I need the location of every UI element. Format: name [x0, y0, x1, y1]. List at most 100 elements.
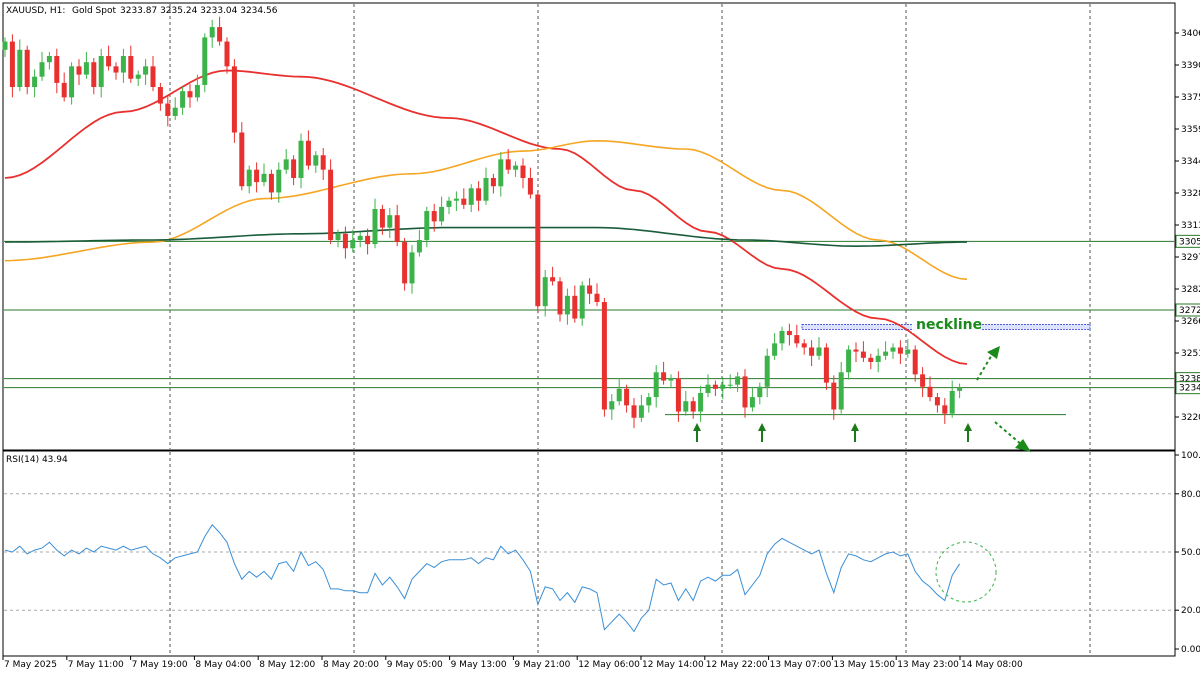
rsi-panel-frame	[2, 450, 1176, 657]
bear-candle	[24, 49, 30, 88]
price-tick-label: 3390.65	[1181, 61, 1200, 71]
candles	[2, 16, 963, 429]
bear-candle	[268, 173, 274, 193]
bear-candle	[54, 56, 60, 83]
bull-candle	[209, 27, 215, 38]
bear-candle	[402, 242, 408, 284]
ma-red-line	[4, 69, 968, 365]
bear-candle	[328, 169, 334, 240]
bear-candle	[187, 91, 193, 98]
bull-candle	[816, 347, 822, 356]
bear-candle	[823, 347, 829, 383]
bull-candle	[387, 215, 393, 228]
bear-candle	[868, 357, 874, 362]
up-arrow-head	[693, 423, 701, 431]
bear-candle	[379, 208, 385, 228]
bear-candle	[809, 347, 815, 356]
bull-candle	[764, 355, 770, 387]
bear-candle	[76, 66, 82, 75]
bear-candle	[897, 347, 903, 354]
bull-candle	[446, 200, 452, 207]
bear-candle	[305, 140, 311, 166]
bear-candle	[535, 194, 541, 307]
bear-candle	[165, 103, 171, 116]
annotations	[693, 346, 1031, 452]
bear-candle	[831, 382, 837, 410]
bull-candle	[2, 41, 8, 50]
bear-candle	[520, 165, 526, 178]
rsi-tick-label: 100.00	[1181, 451, 1200, 461]
bear-candle	[690, 401, 696, 412]
bull-candle	[890, 347, 896, 352]
bull-candle	[143, 66, 149, 75]
bull-candle	[357, 235, 363, 240]
down-projection-arrow-head	[1015, 439, 1031, 452]
header-instrument: Gold Spot	[72, 6, 116, 16]
bear-candle	[631, 405, 637, 418]
time-tick-label: 9 May 21:00	[514, 660, 570, 670]
bull-candle	[120, 56, 126, 73]
bear-candle	[128, 56, 134, 79]
bear-candle	[113, 66, 119, 73]
bear-candle	[587, 285, 593, 294]
bear-candle	[920, 374, 926, 387]
bull-candle	[83, 62, 89, 75]
price-tick-label: 3282.29	[1181, 285, 1200, 295]
bear-candle	[661, 372, 667, 381]
price-tag-box	[1175, 234, 1200, 248]
price-tag-label: 3238.92	[1179, 375, 1200, 385]
bear-candle	[231, 66, 237, 133]
header-symbol: XAUUSD, H1:	[6, 6, 65, 16]
bull-candle	[779, 330, 785, 344]
bull-candle	[749, 397, 755, 408]
moving-averages	[4, 69, 968, 365]
price-tick-label: 3251.33	[1181, 349, 1200, 359]
time-tick-label: 8 May 04:00	[195, 660, 251, 670]
bear-candle	[461, 198, 467, 205]
up-arrow-head	[851, 423, 859, 431]
bear-candle	[742, 376, 748, 408]
bull-candle	[246, 169, 252, 187]
bear-candle	[106, 56, 112, 67]
bear-candle	[712, 384, 718, 389]
bear-candle	[476, 188, 482, 201]
bull-candle	[276, 169, 282, 193]
time-tick-label: 8 May 20:00	[323, 660, 379, 670]
bull-candle	[409, 252, 415, 284]
bull-candle	[609, 401, 615, 410]
ma-green-line	[4, 226, 967, 248]
bull-candle	[298, 140, 304, 178]
bear-candle	[320, 155, 326, 170]
bear-candle	[601, 302, 607, 410]
bear-candle	[490, 177, 496, 187]
bull-candle	[313, 155, 319, 166]
down-projection-arrow	[994, 421, 1023, 446]
price-tag-label: 3305.34	[1179, 237, 1200, 247]
bull-candle	[46, 56, 52, 63]
bull-candle	[498, 159, 504, 187]
bear-candle	[942, 405, 948, 414]
rsi-indicator	[4, 523, 997, 633]
bull-candle	[720, 384, 726, 389]
bear-candle	[150, 66, 156, 88]
bear-candle	[394, 215, 400, 243]
bear-candle	[801, 343, 807, 348]
bull-candle	[283, 159, 289, 170]
price-tick-label: 3297.77	[1181, 253, 1200, 263]
bull-candle	[846, 349, 852, 373]
up-arrow-head	[964, 423, 972, 431]
bull-candle	[39, 62, 45, 77]
bull-candle	[638, 405, 644, 418]
bull-candle	[32, 76, 38, 88]
bear-candle	[239, 132, 245, 187]
bull-candle	[727, 384, 733, 386]
bull-candle	[668, 378, 674, 381]
bull-candle	[905, 349, 911, 354]
bull-candle	[838, 372, 844, 410]
bull-candle	[564, 295, 570, 315]
price-tick-label: 3220.37	[1181, 413, 1200, 423]
bull-candle	[424, 211, 430, 240]
bull-candle	[468, 188, 474, 205]
